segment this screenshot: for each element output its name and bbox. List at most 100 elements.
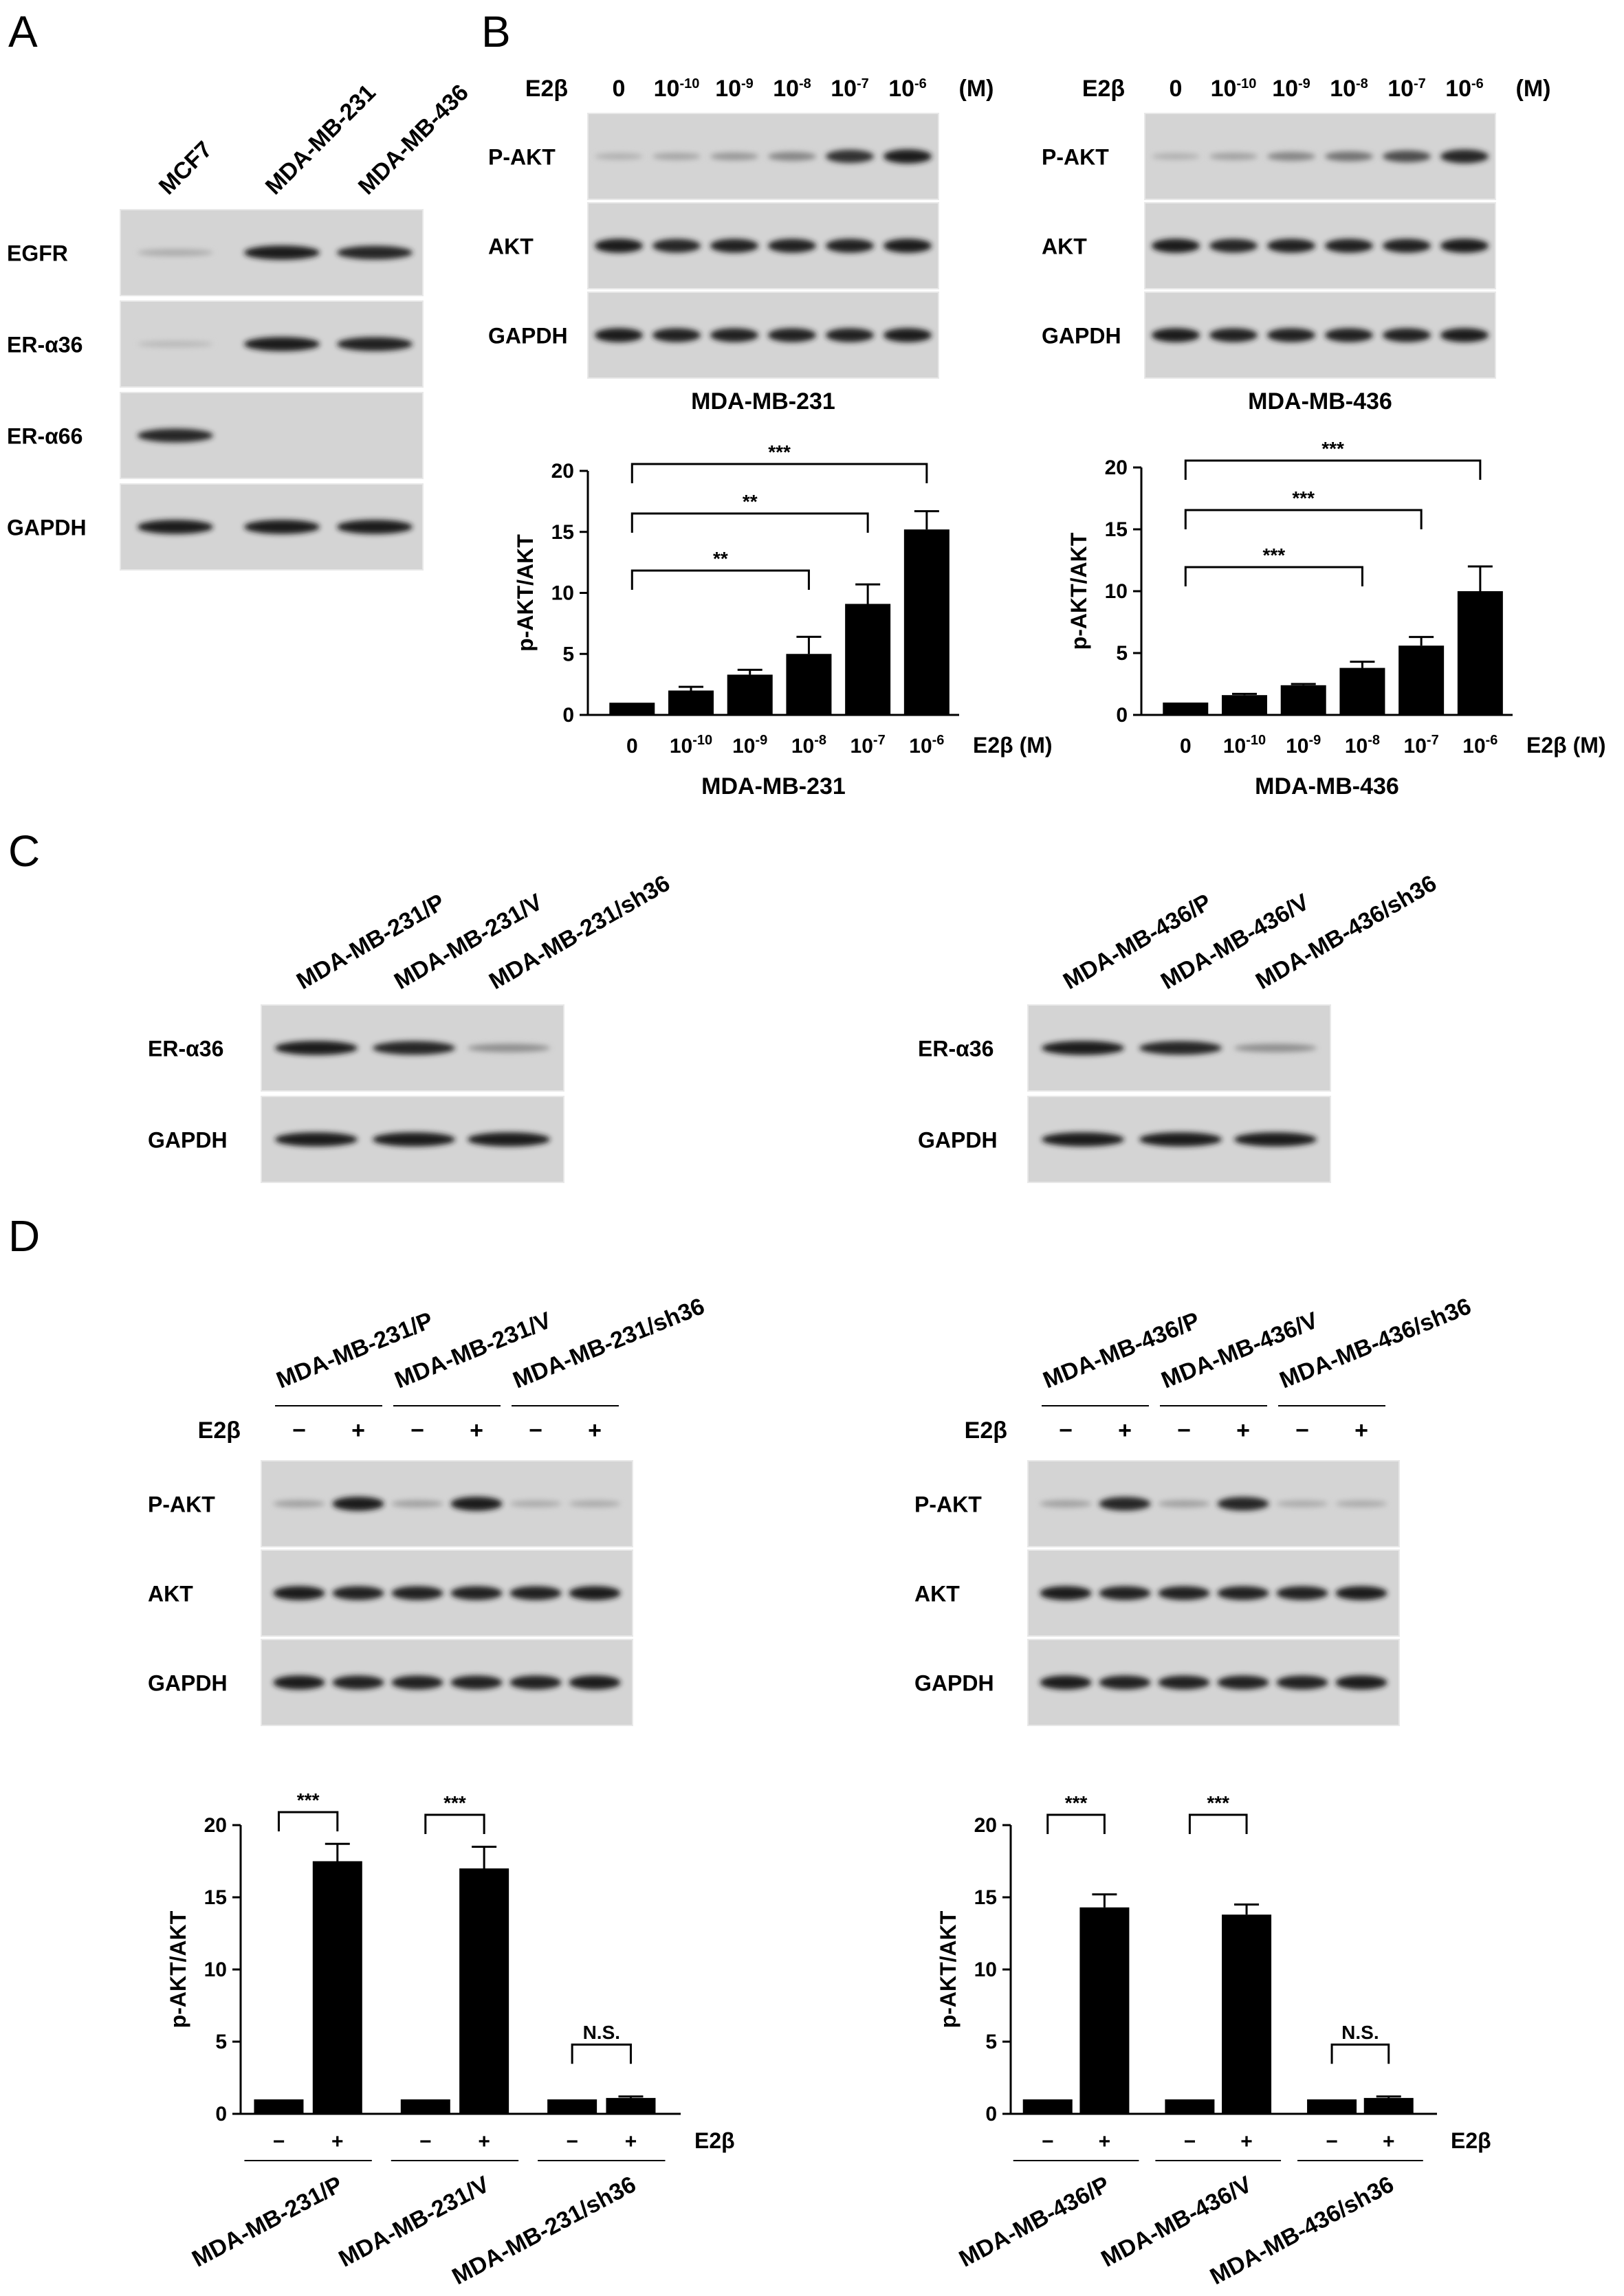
band xyxy=(1325,151,1373,162)
y-tick-label: 15 xyxy=(204,1886,227,1909)
sign-label: + xyxy=(588,1417,602,1444)
band xyxy=(1209,153,1258,160)
band xyxy=(450,1586,503,1600)
significance-bracket xyxy=(1184,459,1482,480)
band xyxy=(826,239,874,253)
bar xyxy=(1398,645,1445,715)
band xyxy=(1217,1586,1269,1600)
band xyxy=(391,1500,443,1508)
x-tick-label: − xyxy=(1184,2130,1196,2153)
band xyxy=(1267,152,1315,161)
y-tick-label: 20 xyxy=(204,1814,227,1837)
bar xyxy=(1457,591,1503,715)
dose-label: 10-9 xyxy=(715,76,754,102)
x-tick-label: 0 xyxy=(626,735,638,758)
bar xyxy=(1222,695,1267,715)
row-label-gapdh: GAPDH xyxy=(488,324,568,349)
band xyxy=(1152,239,1200,253)
band xyxy=(710,328,758,342)
band xyxy=(710,152,758,161)
band xyxy=(768,239,816,253)
band xyxy=(138,340,213,348)
blot-d1-p-akt xyxy=(1027,1460,1400,1547)
unit-label-b1: (M) xyxy=(1516,76,1551,102)
x-tick-label: + xyxy=(1240,2130,1253,2153)
band xyxy=(1040,1586,1092,1600)
bar xyxy=(1307,2099,1357,2114)
x-axis-label: E2β (M) xyxy=(1526,733,1606,758)
blot-a-er-36 xyxy=(120,300,424,388)
bar xyxy=(606,2097,656,2114)
row-label-er-36: ER-α36 xyxy=(918,1037,994,1061)
x-tick-label: 10-8 xyxy=(791,733,826,758)
band xyxy=(1325,328,1373,342)
sign-label: + xyxy=(1354,1417,1368,1444)
band xyxy=(391,1586,443,1600)
lane-label-mda-mb-231-sh36: MDA-MB-231/sh36 xyxy=(485,870,674,995)
bar xyxy=(903,529,950,715)
band xyxy=(1042,1132,1124,1147)
band xyxy=(1040,1675,1092,1690)
blot-layer: MCF7 MDA-MB-231 MDA-MB-436 EGFR ER-α36 ER-α66… xyxy=(7,76,1551,1726)
significance-bracket xyxy=(1188,1813,1248,1834)
row-label-er-36: ER-α36 xyxy=(148,1037,223,1061)
band xyxy=(1267,239,1315,253)
row-label-gapdh: GAPDH xyxy=(148,1128,228,1153)
treatment-label-d1: E2β xyxy=(965,1417,1007,1444)
band xyxy=(273,1500,325,1508)
blot-c0-gapdh xyxy=(261,1096,564,1183)
x-tick-label: + xyxy=(1099,2130,1111,2153)
x-tick-label: 0 xyxy=(1180,735,1192,758)
bar xyxy=(547,2099,597,2114)
dose-label: 10-9 xyxy=(1272,76,1310,102)
band xyxy=(450,1675,503,1690)
blot-b0-akt xyxy=(587,202,939,289)
dose-label: 10-8 xyxy=(1330,76,1368,102)
bar-chart-0: 0 5 10 15 20 p-AKT/AKT 0 10-10 10-9 10-8 10-7 10-6 E… xyxy=(513,441,1053,799)
sign-label: + xyxy=(351,1417,365,1444)
significance-bracket xyxy=(1184,566,1363,586)
band xyxy=(826,149,874,164)
band xyxy=(1139,1132,1222,1147)
bar xyxy=(1363,2097,1414,2114)
band xyxy=(884,328,932,342)
x-tick-label: + xyxy=(478,2130,490,2153)
band xyxy=(332,1586,384,1600)
blot-a-egfr xyxy=(120,209,424,296)
y-tick-label: 15 xyxy=(1105,518,1128,541)
bar xyxy=(727,674,773,715)
band xyxy=(1158,1500,1210,1508)
band xyxy=(273,1586,325,1600)
chart-cell-line-label: MDA-MB-231 xyxy=(701,773,846,799)
band xyxy=(595,239,643,253)
group-label-mda-mb-231-sh36: MDA-MB-231/sh36 xyxy=(509,1293,708,1393)
band xyxy=(273,1675,325,1690)
band xyxy=(1099,1497,1151,1511)
dose-label: 10-8 xyxy=(773,76,811,102)
row-label-egfr: EGFR xyxy=(7,241,68,266)
band xyxy=(1099,1675,1151,1690)
band xyxy=(595,328,643,342)
row-label-er-66: ER-α66 xyxy=(7,424,83,449)
y-tick-label: 10 xyxy=(551,582,574,605)
band xyxy=(1209,239,1258,253)
y-tick-label: 5 xyxy=(1116,642,1128,665)
band xyxy=(138,520,213,534)
y-axis-label: p-AKT/AKT xyxy=(166,1910,190,2028)
significance-label: N.S. xyxy=(1341,2022,1379,2043)
cell-line-label-b1: MDA-MB-436 xyxy=(1248,388,1392,415)
x-axis-label: E2β (M) xyxy=(973,733,1053,758)
sign-label: + xyxy=(1118,1417,1132,1444)
band xyxy=(1099,1586,1151,1600)
x-tick-label: − xyxy=(273,2130,285,2153)
significance-bracket xyxy=(1184,509,1423,529)
band xyxy=(275,1132,358,1147)
treatment-label-b0: E2β xyxy=(525,76,568,102)
y-tick-label: 20 xyxy=(974,1814,997,1837)
band xyxy=(373,1041,455,1055)
band xyxy=(569,1675,621,1690)
bar-chart-1: 0 5 10 15 20 p-AKT/AKT 0 10-10 10-9 10-8 10-7 10-6 E… xyxy=(1066,438,1606,799)
significance-bracket xyxy=(424,1813,485,1834)
blot-b0-gapdh xyxy=(587,291,939,379)
